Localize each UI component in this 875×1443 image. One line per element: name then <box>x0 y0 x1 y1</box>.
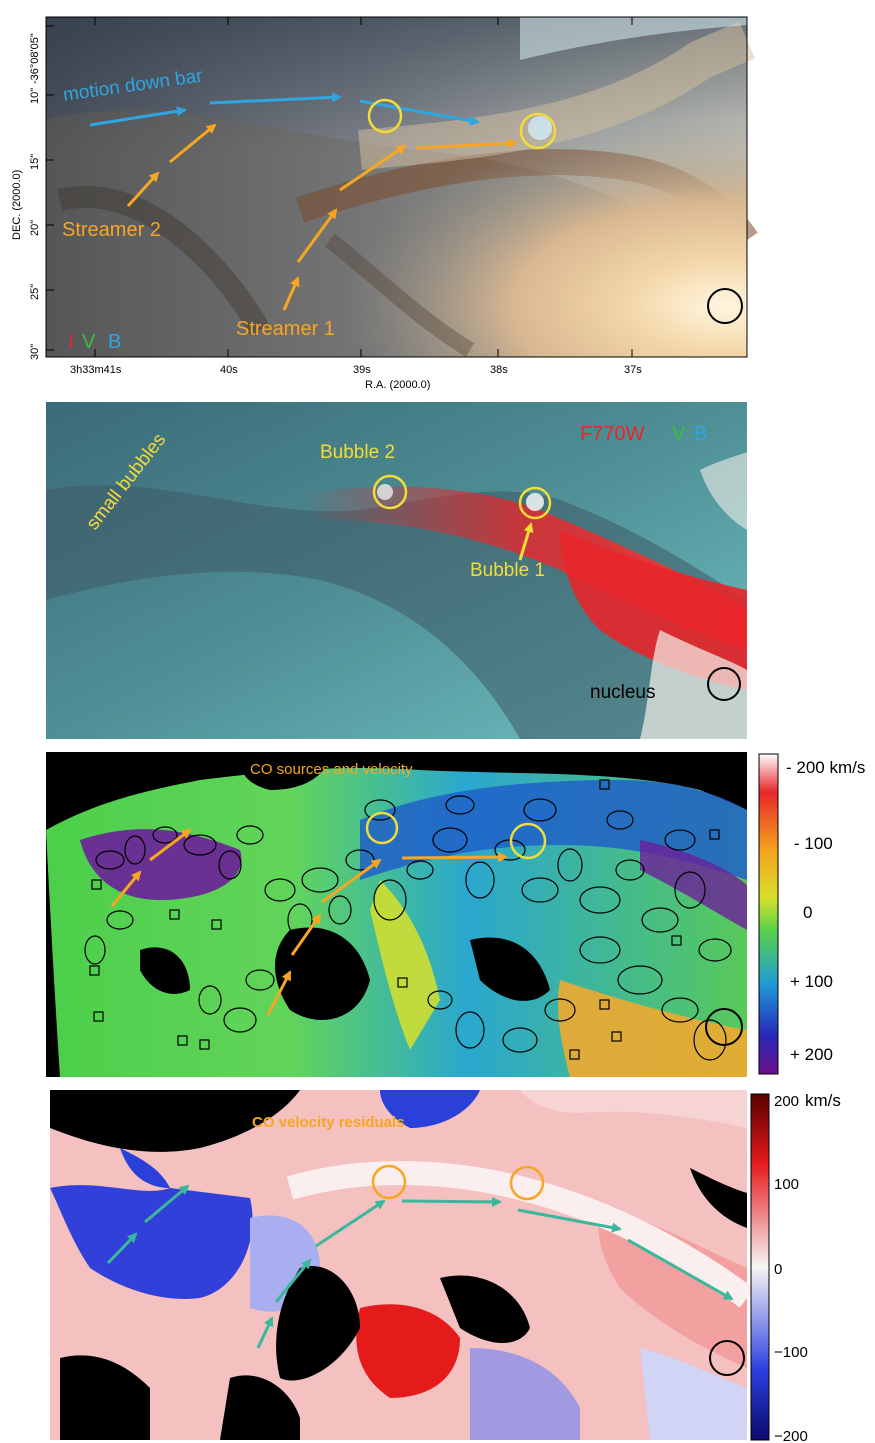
velocity-tick-4: + 200 <box>790 1045 833 1064</box>
velocity-tick-0: - 200 km/s <box>786 758 865 777</box>
orange-circle-bubble2 <box>371 1164 407 1200</box>
nucleus-circle <box>705 1008 743 1046</box>
yellow-circle-bubble1 <box>509 822 547 860</box>
residual-tick-2: 0 <box>774 1261 782 1278</box>
residual-streamer-arrows <box>106 1184 734 1349</box>
residual-tick-4: −200 <box>774 1428 808 1443</box>
bubble2-circle <box>372 474 408 510</box>
band-b: B <box>108 331 121 353</box>
nucleus-circle <box>707 667 741 701</box>
nucleus-label: nucleus <box>590 682 656 703</box>
velocity-tick-1: - 100 <box>794 834 833 853</box>
yellow-circle-bubble2 <box>367 98 403 134</box>
dec-tick-3: 20" <box>29 220 41 236</box>
bubble1-label: Bubble 1 <box>470 560 545 581</box>
co-streamer-arrows <box>110 828 508 1016</box>
ra-tick-2: 39s <box>353 364 371 376</box>
velocity-tick-3: + 100 <box>790 972 833 991</box>
ra-tick-0: 3h33m41s <box>70 364 122 376</box>
ra-axis-label: R.A. (2000.0) <box>365 379 430 391</box>
residual-colorbar <box>750 1093 770 1441</box>
motion-arrows <box>89 92 480 127</box>
velocity-tick-2: 0 <box>803 903 812 922</box>
co-residuals-panel: CO velocity residuals 200 100 0 −100 −20… <box>50 1090 841 1443</box>
bubble2-label: Bubble 2 <box>320 442 395 463</box>
infrared-image <box>46 402 747 739</box>
band-f770w: F770W <box>580 423 645 445</box>
dec-tick-4: 25" <box>29 284 41 300</box>
streamer-arrows <box>126 123 518 311</box>
band-legend: F770W V B <box>580 423 707 445</box>
dec-tick-0: -36°08'05" <box>29 33 41 84</box>
co-velocity-panel: CO sources and velocity - 200 km/s - 100… <box>46 752 865 1077</box>
co-residuals-map <box>50 1090 755 1440</box>
ra-tick-1: 40s <box>220 364 238 376</box>
residual-tick-3: −100 <box>774 1344 808 1361</box>
yellow-circle-bubble2 <box>365 811 399 845</box>
residual-unit-label: km/s <box>805 1091 841 1110</box>
optical-image <box>46 17 758 357</box>
co-velocity-map <box>46 752 747 1077</box>
band-v: V <box>82 331 96 353</box>
co-residuals-title: CO velocity residuals <box>252 1114 405 1131</box>
nucleus-circle <box>707 288 743 324</box>
velocity-colorbar <box>758 753 779 1075</box>
yellow-circle-bubble1 <box>519 112 557 150</box>
residual-tick-0: 200 <box>774 1093 799 1110</box>
streamer1-label: Streamer 1 <box>236 318 335 340</box>
dec-tick-5: 30" <box>29 344 41 360</box>
dec-axis-label: DEC. (2000.0) <box>11 170 23 240</box>
band-i: I <box>68 331 74 353</box>
infrared-panel: small bubbles Bubble 2 Bubble 1 nucleus … <box>46 402 747 739</box>
dec-axis-ticks <box>46 17 633 357</box>
ra-tick-3: 38s <box>490 364 508 376</box>
dec-tick-1: 10" <box>29 88 41 104</box>
bubble1-arrow <box>518 522 534 561</box>
co-velocity-title: CO sources and velocity <box>250 761 413 778</box>
bubble1-circle <box>518 486 552 520</box>
ra-tick-4: 37s <box>624 364 642 376</box>
band-b: B <box>694 423 707 445</box>
co-source-squares <box>89 779 720 1060</box>
optical-panel: -36°08'05" 10" 15" 20" 25" 30" DEC. (200… <box>11 16 758 391</box>
band-legend: I V B <box>68 331 121 353</box>
band-v: V <box>672 423 686 445</box>
dec-tick-2: 15" <box>29 154 41 170</box>
residual-tick-1: 100 <box>774 1176 799 1193</box>
streamer2-label: Streamer 2 <box>62 219 161 241</box>
orange-circle-bubble1 <box>509 1165 545 1201</box>
nucleus-circle <box>709 1340 745 1376</box>
